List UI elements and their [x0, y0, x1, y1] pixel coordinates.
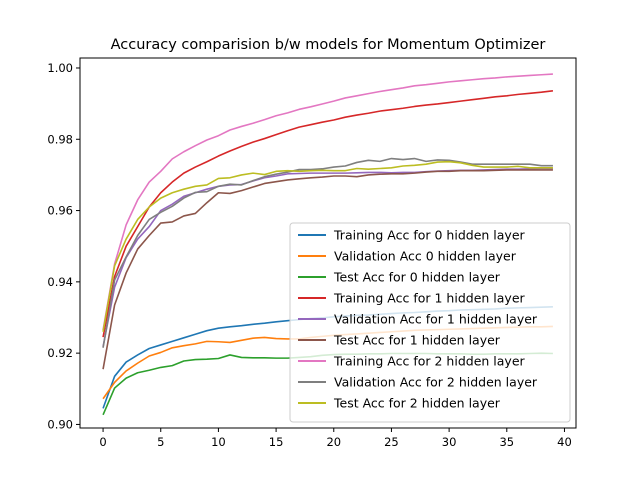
legend-entry-label: Test Acc for 0 hidden layer — [333, 270, 501, 285]
y-tick-label: 0.96 — [47, 204, 73, 218]
series-line-9 — [102, 160, 553, 332]
legend-entry-label: Validation Acc 0 hidden layer — [334, 249, 517, 264]
x-tick-label: 10 — [211, 435, 226, 449]
x-tick-label: 20 — [326, 435, 341, 449]
x-axis: 0 5 10 15 20 25 30 35 40 — [99, 428, 572, 449]
legend: Training Acc for 0 hidden layer Validatio… — [289, 222, 571, 423]
x-tick-label: 0 — [99, 435, 106, 449]
x-tick-label: 15 — [269, 435, 284, 449]
series-line-6 — [102, 169, 553, 370]
x-tick-label: 5 — [157, 435, 164, 449]
legend-entry-label: Validation Acc for 2 hidden layer — [334, 375, 538, 390]
legend-entry-label: Validation Acc for 1 hidden layer — [334, 312, 538, 327]
y-tick-label: 0.92 — [47, 346, 73, 360]
x-tick-label: 25 — [384, 435, 399, 449]
legend-entry-label: Training Acc for 1 hidden layer — [333, 291, 526, 306]
series-line-8 — [102, 157, 553, 348]
y-axis: 0.90 0.92 0.94 0.96 0.98 1.00 — [47, 61, 80, 431]
x-tick-label: 35 — [499, 435, 514, 449]
series-line-4 — [102, 89, 554, 338]
legend-entry-label: Training Acc for 2 hidden layer — [333, 354, 526, 369]
legend-frame — [289, 222, 571, 423]
axes-frame — [79, 57, 577, 429]
chart-title: Accuracy comparision b/w models for Mome… — [111, 37, 546, 53]
y-tick-label: 1.00 — [47, 61, 73, 75]
y-tick-label: 0.98 — [47, 132, 73, 146]
legend-entry-label: Training Acc for 0 hidden layer — [333, 228, 526, 243]
legend-entry-label: Test Acc for 1 hidden layer — [333, 333, 501, 348]
series-line-7 — [102, 73, 553, 331]
y-tick-label: 0.90 — [47, 417, 73, 431]
plot-area — [102, 73, 554, 416]
y-tick-label: 0.94 — [47, 275, 73, 289]
x-tick-label: 40 — [557, 435, 572, 449]
x-tick-label: 30 — [442, 435, 457, 449]
legend-entry-label: Test Acc for 2 hidden layer — [333, 396, 501, 411]
